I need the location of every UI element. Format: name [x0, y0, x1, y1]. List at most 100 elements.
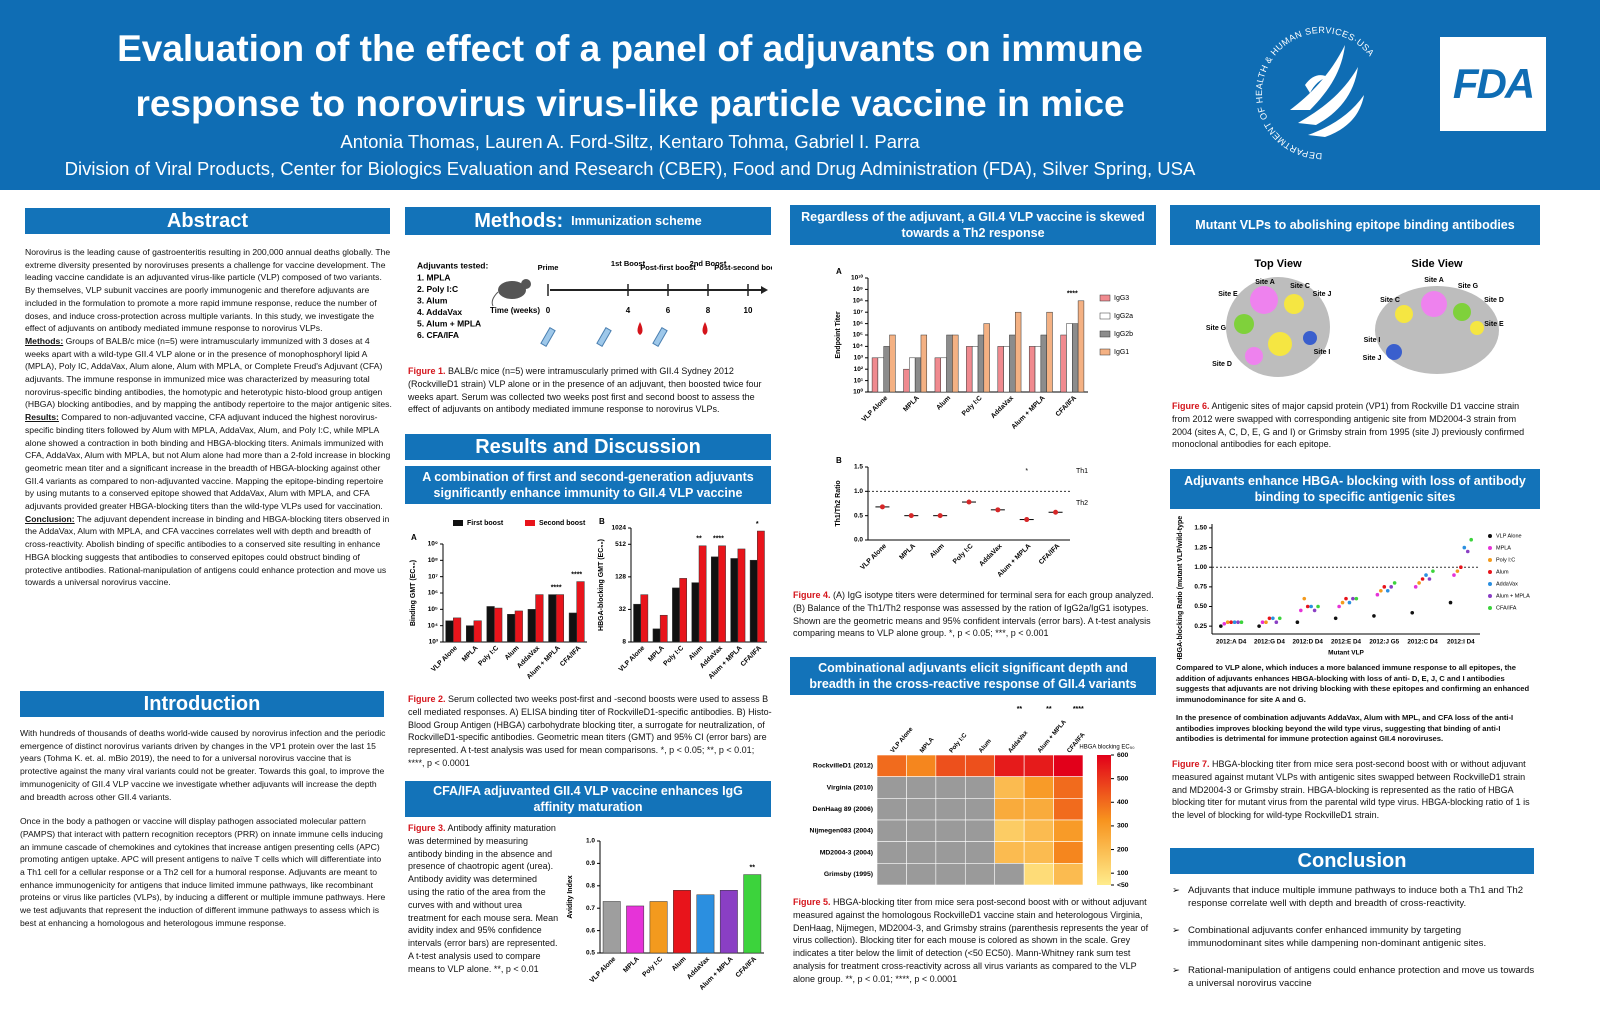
bar [920, 334, 928, 393]
week-label: 4 [626, 306, 631, 315]
chart: 10³ 10⁴ 10⁵ 10⁶ 10⁷ 10⁸ 10⁹ Binding GMT (EC₅₀) A… [410, 520, 587, 681]
abstract-text: Norovirus is the leading cause of gastro… [25, 246, 392, 589]
x-tick-label: MPLA [622, 956, 641, 975]
legend-swatch [1099, 348, 1111, 356]
legend-label: CFA/IFA [1496, 605, 1517, 611]
x-tick-label: Poly I:C [952, 543, 975, 566]
x-tick-label: CFA/IFA [735, 956, 758, 979]
chart: 0.25 0.50 0.75 1.00 1.25 1.50 HBGA-blocking Ra… [1177, 516, 1530, 660]
bar [952, 334, 959, 393]
mean-dot [1024, 517, 1030, 523]
x-tick-label: CFA/IFA [740, 645, 763, 668]
event-label: 2nd Boost [690, 259, 727, 268]
region-label: Th1 [1076, 468, 1088, 475]
point [1232, 620, 1237, 625]
legend-label: IgG2b [1114, 331, 1133, 338]
point [1347, 600, 1352, 605]
bar [494, 607, 503, 643]
legend-label: IgG2a [1114, 313, 1133, 320]
abstract-results: Compared to non-adjuvanted vaccine, CFA … [25, 412, 391, 512]
y-tick-label: 10⁹ [428, 541, 438, 548]
seal-eagle [1305, 75, 1328, 93]
figure-label: Figure 5. [793, 897, 831, 907]
y-tick-label: 10⁷ [853, 309, 863, 316]
fda-logo: FDA [1440, 37, 1546, 131]
bar [465, 625, 475, 643]
figure-caption: Figure 7. HBGA-blocking titer from mice … [1172, 758, 1538, 822]
point [1219, 624, 1223, 628]
x-tick-label: CFA/IFA [559, 645, 582, 668]
bar [1003, 346, 1010, 393]
site-patch [1386, 344, 1402, 360]
point [1413, 585, 1418, 589]
mean-dot [937, 513, 943, 519]
y-axis-label: Avidity Index [567, 875, 574, 918]
point [1312, 608, 1317, 613]
y-tick-label: 1.50 [1194, 525, 1207, 532]
colorbar-title: HBGA blocking EC₅₀ [1079, 745, 1135, 751]
figure-caption: Figure 6. Antigenic sites of major capsi… [1172, 400, 1538, 451]
bar [719, 890, 738, 954]
bar [934, 357, 942, 393]
event-label: Post-first boost [640, 263, 696, 272]
mouse-icon [498, 281, 526, 299]
x-tick-label: 2012:D D4 [1292, 639, 1323, 646]
title: Evaluation of the effect of a panel of a… [117, 28, 1143, 69]
site-patch [1284, 294, 1304, 314]
y-axis-label: Binding GMT (EC₅₀) [410, 560, 417, 626]
point [1257, 624, 1261, 628]
legend-marker [1488, 594, 1492, 598]
adjuvant-item: 6. CFA/IFA [417, 330, 459, 340]
heatmap-cell [964, 754, 996, 777]
point [1354, 596, 1359, 601]
heatmap-cell [935, 798, 966, 821]
y-tick-label: 0.50 [1194, 603, 1207, 610]
column-label: Alum + MPLA [1036, 718, 1068, 754]
figure-caption: Figure 5. HBGA-blocking titer from mice … [793, 896, 1157, 986]
x-tick-label: 2012:C D4 [1407, 639, 1438, 646]
legend-label: Alum + MPLA [1496, 593, 1530, 599]
x-tick-label: 2012:G D4 [1254, 639, 1285, 646]
adjuvants-title: Adjuvants tested: [417, 260, 488, 270]
site-label: Site I [1314, 349, 1331, 356]
figure-caption: Figure 1. BALB/c mice (n=5) were intramu… [408, 365, 770, 416]
point [1385, 588, 1390, 593]
seal-eagle [1298, 67, 1358, 125]
point [1225, 620, 1230, 625]
row-label: RockvilleD1 (2012) [813, 763, 873, 770]
colorbar-tick-label: 300 [1117, 823, 1129, 830]
bar [1028, 346, 1036, 393]
caption-text: HBGA-blocking titer from mice sera post-… [793, 897, 1149, 984]
bar [679, 578, 688, 643]
x-tick-label: Poly I:C [477, 645, 500, 668]
bar [909, 357, 916, 393]
paragraph: With hundreds of thousands of deaths wor… [20, 728, 386, 802]
panel-label: A [836, 267, 842, 276]
significance: * [756, 521, 759, 528]
bar [737, 548, 746, 643]
adjuvant-item: 2. Poly I:C [417, 284, 458, 294]
significance: **** [713, 536, 724, 543]
site-label: Site G [1206, 325, 1227, 332]
legend-label: Second boost [539, 520, 586, 527]
bar [718, 545, 726, 643]
y-tick-label: 0.25 [1194, 623, 1207, 630]
week-label: 8 [706, 306, 711, 315]
bar [983, 323, 990, 393]
bar [1046, 311, 1053, 393]
legend-marker [1488, 534, 1492, 538]
point [1392, 581, 1397, 585]
bullet: Rational-manipulation of antigens could … [1172, 964, 1536, 990]
y-tick-label: 10⁶ [428, 590, 438, 597]
x-tick-label: 2012:A D4 [1216, 639, 1247, 646]
point [1455, 569, 1460, 573]
site-label: Site I [1364, 337, 1381, 344]
bar [914, 357, 922, 393]
y-tick-label: 0.5 [586, 950, 595, 957]
mean-dot [995, 507, 1001, 513]
site-label: Site D [1212, 361, 1232, 368]
bar [576, 581, 585, 643]
site-patch [1268, 332, 1292, 356]
y-tick-label: 0.75 [1194, 584, 1207, 591]
